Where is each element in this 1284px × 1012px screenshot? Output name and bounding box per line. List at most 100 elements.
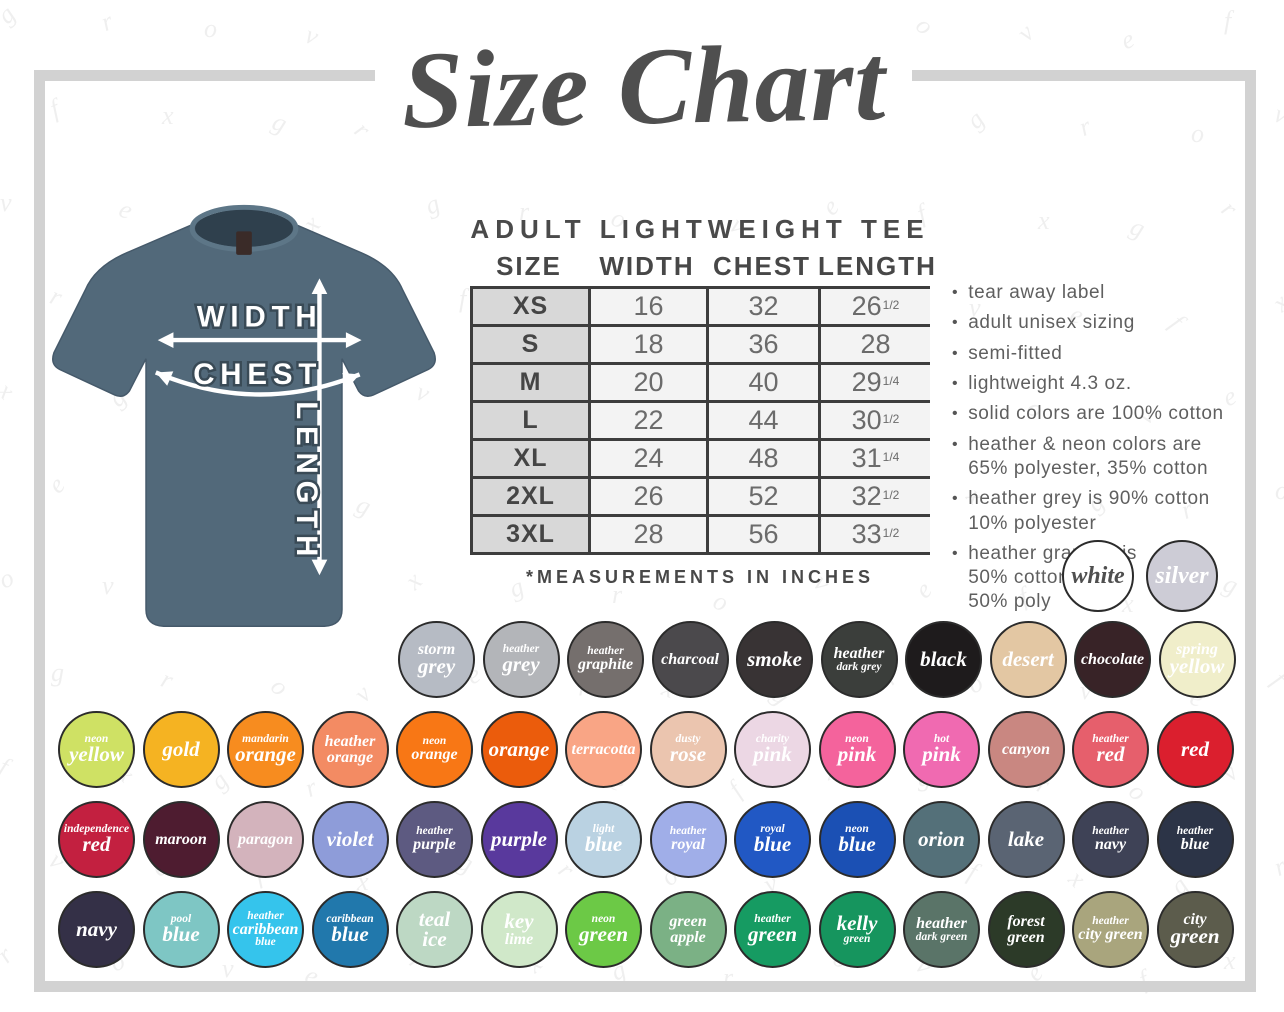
size-table: XS 16 32 26 1/2 S 18 36 28 M 20 40 29 1/4 L 22 44 30 1/2 XL… — [470, 286, 930, 555]
watermark-letter: o — [910, 10, 940, 41]
swatch-label: caribbean — [326, 913, 374, 926]
swatch-label: heather — [1092, 733, 1129, 746]
col-header-width: WIDTH — [599, 251, 695, 281]
watermark-letter: x — [1224, 946, 1236, 975]
watermark-letter: v — [0, 188, 12, 217]
swatch-label: kelly — [836, 911, 878, 936]
swatch-label: pool — [170, 913, 192, 926]
col-header-chest: CHEST — [712, 251, 812, 281]
swatch-label: yellow — [69, 741, 124, 766]
table-cell-width: 26 — [591, 479, 706, 514]
swatch-label: orange — [411, 746, 458, 764]
bullet-icon: • — [952, 344, 959, 362]
watermark-letter: g — [51, 658, 64, 687]
swatch-label: orion — [918, 826, 965, 851]
watermark-letter: v — [301, 19, 323, 52]
color-swatch-heather-caribbean-blue: heather caribbean blue — [227, 891, 304, 968]
watermark-letter: f — [0, 751, 13, 782]
color-swatch-teal-ice: teal ice — [396, 891, 473, 968]
table-cell-width: 22 — [591, 403, 706, 438]
table-cell-width: 18 — [591, 327, 706, 362]
swatch-label: terracotta — [571, 740, 636, 758]
table-cell-width: 16 — [591, 289, 706, 324]
color-swatch-hot-pink: hot pink — [903, 711, 980, 788]
width-label: WIDTH — [197, 300, 323, 333]
product-detail-item: • semi-fitted — [952, 342, 1252, 366]
color-swatch-canyon: canyon — [987, 711, 1065, 788]
color-swatch-heather-navy: heather navy — [1072, 801, 1149, 878]
color-swatch-smoke: smoke — [736, 621, 813, 698]
watermark-letter: x — [0, 376, 21, 406]
table-cell-size: 2XL — [473, 479, 588, 514]
swatch-label: pink — [922, 741, 961, 766]
table-cell-width: 28 — [591, 517, 706, 552]
watermark-letter: r — [519, 197, 530, 226]
color-swatch-city-green: city green — [1156, 891, 1234, 968]
color-swatch-dusty-rose: dusty rose — [649, 711, 727, 788]
swatch-label: pink — [837, 741, 877, 766]
swatch-label: rose — [669, 741, 707, 766]
swatch-label: blue — [753, 831, 792, 856]
color-swatch-orion: orion — [903, 801, 980, 878]
swatch-label: green — [1170, 924, 1220, 949]
table-cell-size: S — [473, 327, 588, 362]
swatch-label: neon — [591, 913, 616, 926]
watermark-letter: v — [222, 954, 234, 983]
product-detail-text: heather & neon colors are 65% polyester,… — [968, 433, 1209, 479]
product-detail-item: • tear away label — [952, 281, 1252, 305]
swatch-label: lime — [504, 930, 534, 948]
color-swatch-charcoal: charcoal — [651, 621, 729, 698]
swatch-row-1: storm grey heather grey heather graphite charc… — [398, 621, 1236, 698]
watermark-letter: v — [969, 293, 981, 322]
swatch-label: heather — [324, 733, 376, 751]
swatch-label: blue — [162, 921, 200, 946]
product-detail-item: • lightweight 4.3 oz. — [952, 372, 1252, 396]
swatch-label: neon — [845, 823, 869, 836]
product-detail-text: heather grey is 90% cotton 10% polyester — [968, 488, 1210, 534]
watermark-letter: g — [0, 0, 21, 30]
swatch-label: orange — [488, 736, 550, 761]
table-cell-chest: 52 — [709, 479, 818, 514]
swatch-label: violet — [326, 826, 374, 851]
color-swatch-neon-orange: neon orange — [396, 711, 473, 788]
table-cell-size: 3XL — [473, 517, 588, 552]
color-swatch-terracotta: terracotta — [565, 711, 642, 788]
swatch-label: key — [504, 908, 534, 933]
product-detail-text: tear away label — [968, 282, 1105, 303]
chest-label: CHEST — [193, 358, 322, 391]
color-swatch-purple: purple — [480, 801, 558, 878]
swatch-label: green — [669, 913, 707, 931]
bullet-icon: • — [952, 314, 959, 332]
color-swatch-navy: navy — [58, 891, 135, 968]
swatch-label: storm — [417, 640, 456, 658]
swatch-label: grey — [417, 654, 456, 679]
color-swatch-key-lime: key lime — [480, 891, 558, 968]
length-label: LENGTH — [290, 401, 323, 563]
table-cell-width: 20 — [591, 365, 706, 400]
swatch-label: city green — [1078, 926, 1143, 944]
color-swatch-royal-blue: royal blue — [734, 801, 811, 878]
swatch-label: neon — [422, 735, 447, 748]
color-swatch-silver: silver — [1146, 540, 1218, 612]
swatch-label: blue — [255, 936, 276, 949]
color-swatch-caribbean-blue: caribbean blue — [311, 891, 389, 968]
product-detail-text: solid colors are 100% cotton — [968, 403, 1224, 425]
swatch-label: heather — [587, 645, 624, 658]
swatch-label: heather — [1176, 825, 1214, 838]
watermark-letter: o — [204, 14, 217, 43]
swatch-label: city — [1183, 910, 1207, 928]
color-swatch-neon-green: neon green — [565, 891, 642, 968]
swatch-label: teal — [418, 906, 451, 931]
swatch-label: heather — [833, 645, 885, 663]
table-cell-length: 30 1/2 — [821, 403, 930, 438]
color-swatch-kelly-green: kelly green — [818, 891, 896, 968]
color-swatch-maroon: maroon — [142, 801, 220, 878]
swatch-label: green — [843, 933, 871, 945]
color-swatch-heather-orange: heather orange — [311, 711, 389, 788]
swatch-label: spring — [1176, 640, 1218, 658]
swatch-label: smoke — [747, 646, 802, 671]
color-swatch-heather-blue: heather blue — [1156, 801, 1234, 878]
swatch-row-3: independence red maroon paragon violet heathe… — [58, 801, 1234, 878]
color-swatch-black: black — [905, 621, 982, 698]
color-swatch-pool-blue: pool blue — [142, 891, 220, 968]
